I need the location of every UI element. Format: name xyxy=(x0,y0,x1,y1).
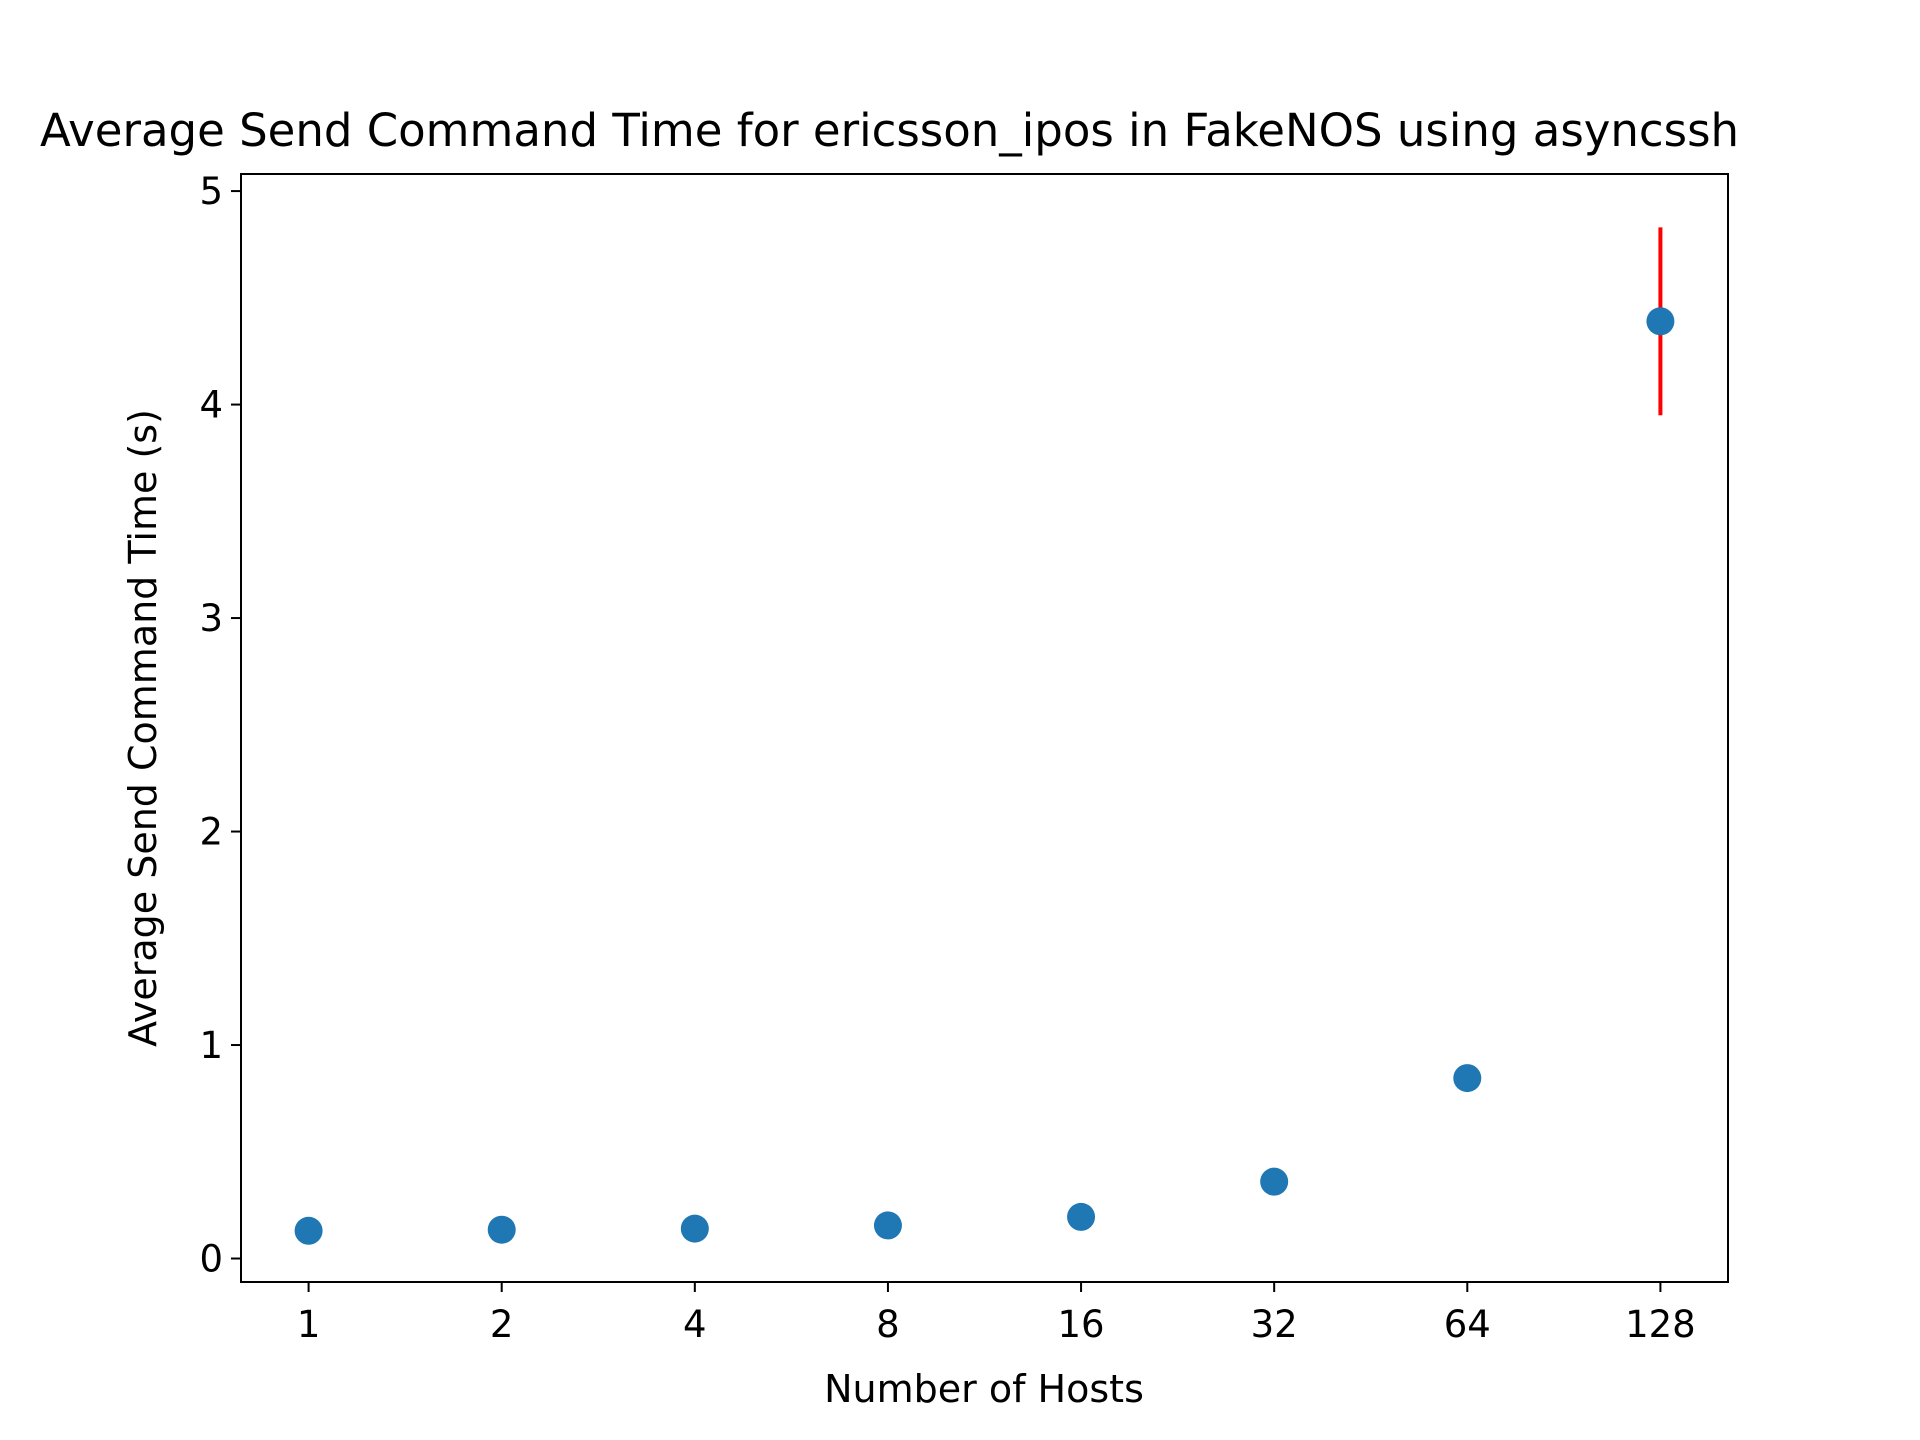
chart-title: Average Send Command Time for ericsson_i… xyxy=(40,104,1739,157)
x-tick-label: 128 xyxy=(1625,1303,1696,1346)
plot-frame xyxy=(240,173,1729,1283)
x-tick-label: 16 xyxy=(1058,1303,1105,1346)
data-point xyxy=(873,1211,902,1240)
y-tick-label: 4 xyxy=(199,384,223,427)
x-tick-label: 1 xyxy=(297,1303,321,1346)
data-point xyxy=(294,1216,323,1245)
y-axis-label: Average Send Command Time (s) xyxy=(121,409,165,1047)
x-tick-label: 8 xyxy=(876,1303,900,1346)
x-tick-label: 32 xyxy=(1251,1303,1298,1346)
data-point xyxy=(1646,307,1675,336)
data-point xyxy=(487,1215,516,1244)
data-point xyxy=(1067,1202,1096,1231)
y-tick-label: 5 xyxy=(199,170,223,213)
data-point xyxy=(1260,1167,1289,1196)
y-tick-label: 2 xyxy=(199,811,223,854)
y-tick-label: 0 xyxy=(199,1238,223,1281)
x-tick-label: 4 xyxy=(683,1303,707,1346)
y-tick-label: 1 xyxy=(199,1024,223,1067)
x-tick-label: 2 xyxy=(490,1303,514,1346)
data-points xyxy=(294,307,1675,1245)
y-axis-ticks: 0 1 2 3 4 5 xyxy=(199,170,241,1281)
data-point xyxy=(680,1214,709,1243)
y-tick-label: 3 xyxy=(199,597,223,640)
x-axis-label: Number of Hosts xyxy=(824,1367,1144,1411)
x-axis-ticks: 1 2 4 8 16 32 64 128 xyxy=(297,1282,1696,1346)
x-tick-label: 64 xyxy=(1444,1303,1491,1346)
data-point xyxy=(1453,1064,1482,1093)
